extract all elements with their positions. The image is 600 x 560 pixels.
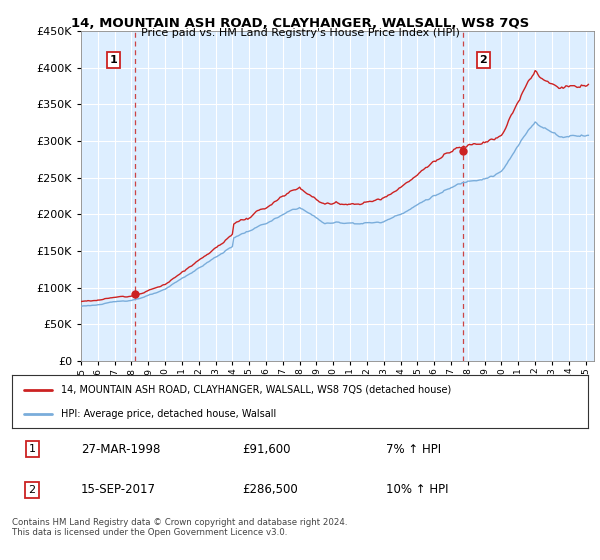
Text: £91,600: £91,600 [242, 442, 291, 456]
Text: 15-SEP-2017: 15-SEP-2017 [81, 483, 156, 496]
Text: 14, MOUNTAIN ASH ROAD, CLAYHANGER, WALSALL, WS8 7QS (detached house): 14, MOUNTAIN ASH ROAD, CLAYHANGER, WALSA… [61, 385, 451, 395]
Text: £286,500: £286,500 [242, 483, 298, 496]
Text: 7% ↑ HPI: 7% ↑ HPI [386, 442, 442, 456]
Text: 27-MAR-1998: 27-MAR-1998 [81, 442, 160, 456]
Text: 10% ↑ HPI: 10% ↑ HPI [386, 483, 449, 496]
Text: 14, MOUNTAIN ASH ROAD, CLAYHANGER, WALSALL, WS8 7QS: 14, MOUNTAIN ASH ROAD, CLAYHANGER, WALSA… [71, 17, 529, 30]
Text: HPI: Average price, detached house, Walsall: HPI: Average price, detached house, Wals… [61, 409, 276, 419]
Text: 1: 1 [110, 55, 118, 65]
Text: Price paid vs. HM Land Registry's House Price Index (HPI): Price paid vs. HM Land Registry's House … [140, 28, 460, 38]
Text: Contains HM Land Registry data © Crown copyright and database right 2024.
This d: Contains HM Land Registry data © Crown c… [12, 518, 347, 538]
Text: 2: 2 [479, 55, 487, 65]
Text: 1: 1 [29, 444, 35, 454]
Text: 2: 2 [29, 484, 36, 494]
